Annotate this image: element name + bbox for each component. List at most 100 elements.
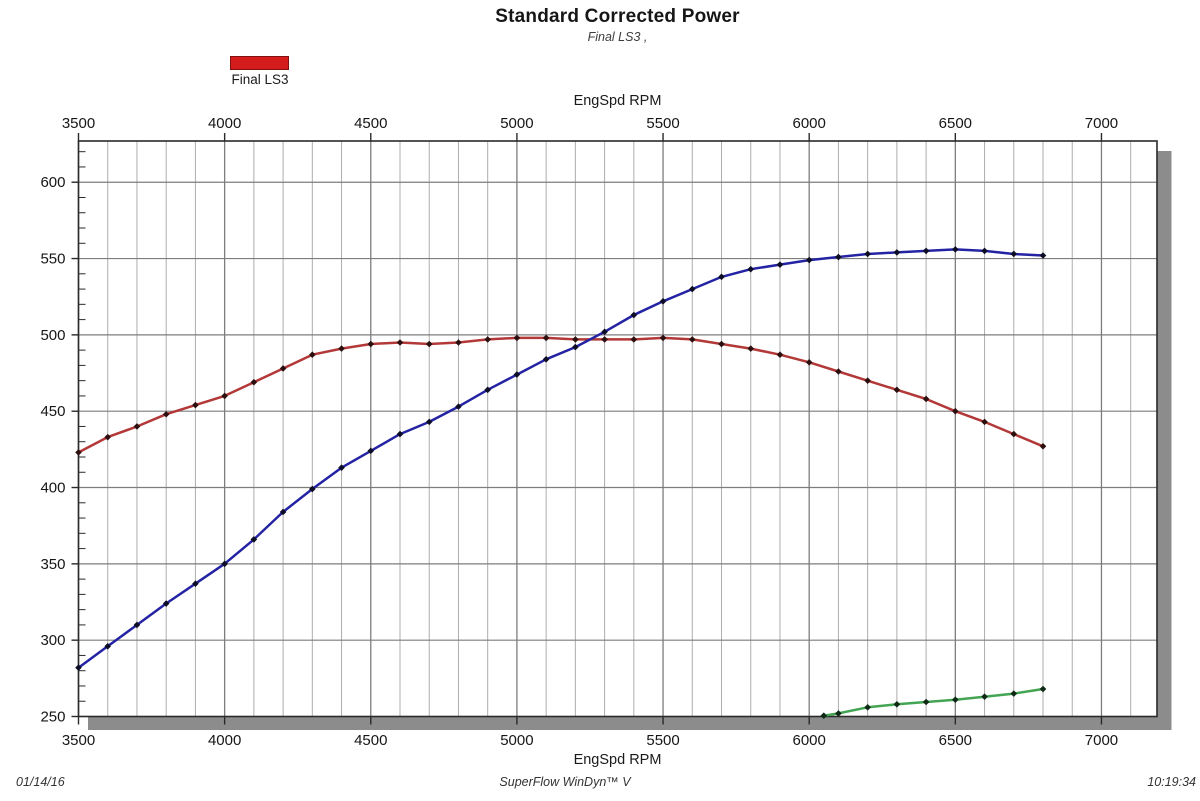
data-marker-red [776,351,784,359]
data-marker-red [747,345,755,352]
data-marker-blue [805,256,813,264]
data-marker-red [192,401,199,409]
data-marker-blue [338,464,345,471]
x-tick-label-bottom: 4000 [208,732,241,749]
plot-shadow-right [1157,151,1172,730]
data-marker-red [455,339,462,346]
data-marker-blue [513,371,521,378]
x-tick-label-top: 4500 [354,115,387,132]
data-marker-blue [75,664,82,671]
x-axis-label-top: EngSpd RPM [573,93,662,109]
data-marker-red [601,336,608,343]
data-marker-red [835,368,842,375]
x-tick-label-top: 4000 [208,115,241,132]
y-tick-label: 600 [40,174,65,191]
data-marker-blue [893,249,901,256]
y-tick-label: 500 [40,327,65,344]
data-marker-red [659,334,667,342]
data-marker-blue [279,508,287,516]
x-tick-label-bottom: 6500 [939,732,972,749]
data-marker-blue [835,253,842,261]
data-marker-blue [250,536,258,543]
x-tick-label-bottom: 3500 [62,732,95,749]
data-marker-red [893,386,901,394]
data-marker-red [221,392,228,400]
data-marker-red [484,336,491,343]
data-marker-red [864,377,871,384]
x-tick-label-top: 7000 [1085,115,1118,132]
data-marker-red [162,410,170,418]
data-marker-blue [630,311,638,319]
data-marker-red [133,423,141,430]
data-marker-green [893,700,901,708]
data-marker-green [981,693,988,700]
x-tick-label-top: 5000 [500,115,533,132]
legend-item-label: Final LS3 [231,72,289,87]
plot-background [78,141,1157,717]
data-marker-red [425,340,433,348]
data-marker-blue [396,430,404,438]
x-tick-label-bottom: 5000 [500,732,533,749]
data-marker-blue [484,386,491,394]
legend-swatch-icon [230,56,289,70]
data-marker-red [630,336,638,343]
data-marker-red [572,336,579,343]
data-marker-red [309,351,316,359]
data-marker-blue [1039,252,1047,259]
y-tick-label: 400 [40,480,65,497]
chart-subtitle: Final LS3 , [587,30,648,44]
x-tick-label-top: 5500 [646,115,679,132]
footer-app-name: SuperFlow WinDyn™ V [499,775,631,789]
data-marker-blue [367,447,375,455]
data-marker-blue [572,343,579,351]
data-marker-blue [688,285,696,293]
x-tick-label-bottom: 4500 [354,732,387,749]
data-marker-blue [981,247,988,255]
data-marker-blue [952,246,959,253]
footer-date: 01/14/16 [16,775,65,789]
footer-time: 10:19:34 [1147,775,1196,789]
data-marker-blue [104,642,112,650]
data-marker-red [688,336,696,343]
y-tick-label: 550 [40,251,65,268]
data-marker-red [718,340,725,348]
data-marker-blue [776,261,784,268]
data-marker-red [338,345,345,352]
data-marker-red [1039,443,1047,450]
x-tick-label-top: 3500 [62,115,95,132]
data-marker-blue [162,600,170,607]
y-tick-label: 450 [40,403,65,420]
data-marker-red [279,365,287,372]
data-marker-blue [425,418,433,426]
data-marker-green [864,704,871,711]
data-marker-green [1010,690,1018,697]
data-marker-blue [133,621,141,629]
data-marker-red [396,339,404,346]
data-marker-green [952,696,959,704]
x-tick-label-top: 6500 [939,115,972,132]
x-tick-label-bottom: 6000 [793,732,826,749]
data-marker-blue [542,355,550,363]
data-marker-blue [659,297,667,305]
data-marker-red [250,378,258,386]
data-marker-green [1039,685,1047,693]
plot-shadow-bottom [88,717,1171,730]
data-marker-blue [601,328,608,336]
data-marker-red [922,395,930,403]
data-marker-red [75,449,82,456]
data-marker-red [981,418,988,426]
x-tick-label-bottom: 5500 [646,732,679,749]
data-marker-blue [864,250,871,258]
data-marker-green [922,698,930,706]
data-marker-red [1010,430,1018,438]
data-marker-red [952,407,959,415]
data-marker-red [542,334,550,342]
data-marker-blue [747,265,755,273]
data-marker-blue [309,485,316,493]
x-tick-label-top: 6000 [793,115,826,132]
data-marker-blue [192,580,199,587]
data-marker-blue [221,560,228,568]
data-marker-red [104,433,112,441]
